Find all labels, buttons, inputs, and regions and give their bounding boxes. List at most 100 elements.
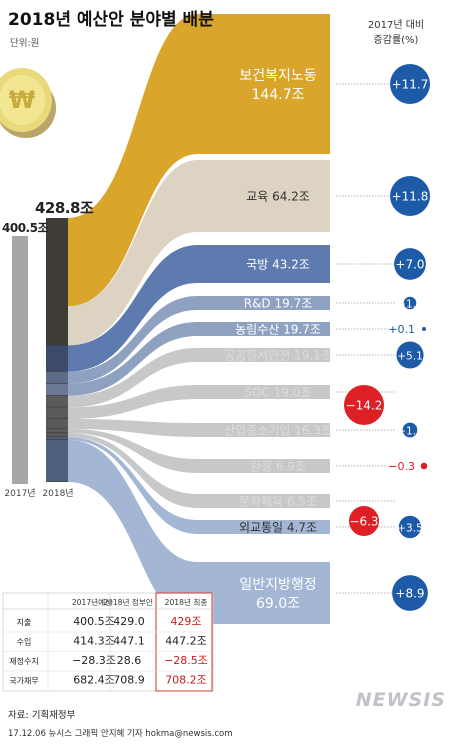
change-dot-1: [390, 64, 430, 104]
flow-3: [68, 245, 330, 372]
table-cell-0-2: 429.0: [113, 615, 145, 628]
credit-note: 17.12.06 뉴시스 그래픽 안지혜 기자 hokma@newsis.com: [8, 728, 233, 739]
table-cell-1-2: 447.1: [113, 635, 145, 648]
sector-label-6: 공공질서안전 19.1조: [224, 349, 332, 363]
sector-value-12: 69.0조: [256, 596, 300, 612]
table-cell-3-3: 708.2조: [165, 674, 207, 687]
flow-10: [68, 433, 330, 508]
table-cell-2-1: −28.3조: [72, 654, 116, 667]
change-value-12: +8.9: [395, 587, 424, 601]
change-value-9: −0.3: [388, 460, 415, 473]
source-note: 자료: 기획재정부: [8, 709, 76, 721]
flow-7: [68, 385, 330, 419]
bar-2018-segments: [46, 218, 68, 482]
bar-segment-2: [46, 306, 68, 345]
change-value-5: +0.1: [388, 323, 415, 336]
bar-segment-7: [46, 407, 68, 419]
change-dot-8: [402, 422, 418, 438]
change-dot-6: [396, 341, 424, 369]
change-value-3: +7.0: [395, 258, 424, 272]
flow-1: [68, 14, 330, 307]
flow-9: [68, 428, 330, 473]
sector-label-3: 국방 43.2조: [246, 258, 310, 272]
sector-label-9: 환경 6.9조: [250, 460, 306, 474]
bar-segment-11: [46, 437, 68, 440]
x-label-2017: 2017년: [4, 488, 35, 499]
change-value-7: −14.2: [346, 399, 383, 413]
bar-segment-10: [46, 433, 68, 437]
bar-segment-9: [46, 428, 68, 433]
table-cell-0-3: 429조: [170, 615, 201, 628]
change-value-6: +5.1: [397, 351, 423, 363]
sector-value-1: 144.7조: [252, 87, 305, 103]
change-value-4: +1.1: [397, 299, 423, 311]
flow-6: [68, 348, 330, 408]
svg-text:NEWSIS: NEWSIS: [356, 689, 446, 711]
sector-label-8: 산업중소기업 16.3조: [224, 424, 332, 438]
change-value-8: +1.5: [397, 426, 423, 438]
bar-segment-4: [46, 371, 68, 384]
sector-label-4: R&D 19.7조: [244, 297, 313, 311]
svg-text:₩: ₩: [9, 86, 36, 114]
table-cell-2-0: 재정수지: [9, 656, 38, 666]
bar-segment-1: [46, 218, 68, 306]
table-cell-3-1: 682.4조: [73, 674, 115, 687]
change-value-2: +11.8: [392, 190, 429, 204]
change-dot-4: [403, 296, 417, 310]
coin-icon: ₩: [0, 68, 56, 138]
change-header-line1: 2017년 대비: [368, 19, 424, 31]
flow-layer: [68, 14, 330, 624]
chart-title: 2018년 예산안 분야별 배분: [8, 10, 214, 30]
sector-label-2: 교육 64.2조: [246, 190, 310, 204]
table-header-3: 2018년 최종: [165, 597, 208, 607]
bar-segment-6: [46, 395, 68, 407]
table-header-2: 2018년 정부안: [103, 597, 153, 607]
total-2018-label: 428.8조: [35, 199, 94, 217]
bar-segment-8: [46, 418, 68, 429]
sector-label-7: SOC 19.0조: [244, 386, 311, 400]
change-value-10: −6.3: [349, 515, 378, 529]
newsis-logo: NEWSIS: [356, 689, 446, 711]
flow-5: [68, 322, 330, 396]
change-dot-11: [398, 515, 422, 539]
change-dot-9: [420, 462, 428, 470]
table-cell-3-2: 708.9: [113, 674, 145, 687]
sector-label-5: 농림수산 19.7조: [235, 323, 321, 337]
change-dot-7: [344, 385, 384, 425]
change-value-1: +11.7: [392, 78, 429, 92]
flow-2: [68, 160, 330, 346]
table-cell-0-0: 지출: [17, 617, 32, 627]
sector-label-10: 문화체육 6.5조: [239, 495, 317, 509]
table-cell-0-1: 400.5조: [73, 615, 115, 628]
change-dot-12: [392, 575, 428, 611]
change-dot-5: [422, 327, 426, 331]
flow-11: [68, 437, 330, 534]
bar-segment-3: [46, 345, 68, 372]
unit-label: 단위:원: [10, 37, 39, 49]
flow-12: [68, 439, 330, 624]
x-label-2018: 2018년: [42, 488, 73, 499]
table-cell-1-0: 수입: [17, 638, 32, 647]
change-dot-2: [390, 176, 430, 216]
flow-8: [68, 418, 330, 437]
change-dot-3: [394, 248, 426, 280]
flow-4: [68, 296, 330, 384]
table-cell-3-0: 국가채무: [9, 676, 38, 686]
table-cell-1-1: 414.3조: [73, 635, 115, 648]
table-cell-1-3: 447.2조: [165, 635, 207, 648]
sector-name-1: 보건복지노동: [239, 68, 316, 84]
bar-2017: [12, 236, 28, 484]
sector-name-12: 일반지방행정: [239, 577, 316, 593]
bar-segment-5: [46, 383, 68, 396]
table-cell-2-3: −28.5조: [164, 654, 208, 667]
total-2017-label: 400.5조: [2, 221, 48, 235]
sector-label-11: 외교통일 4.7조: [239, 521, 317, 535]
change-markers: +11.7 +11.8 +7.0 +1.1 +0.1 +5.1 −14.2 +1.5 −0.3 −…: [344, 64, 430, 611]
change-value-11: +3.5: [397, 523, 423, 535]
change-header-line2: 증감률(%): [374, 34, 419, 46]
table-header-1: 2017년예산: [72, 597, 112, 607]
